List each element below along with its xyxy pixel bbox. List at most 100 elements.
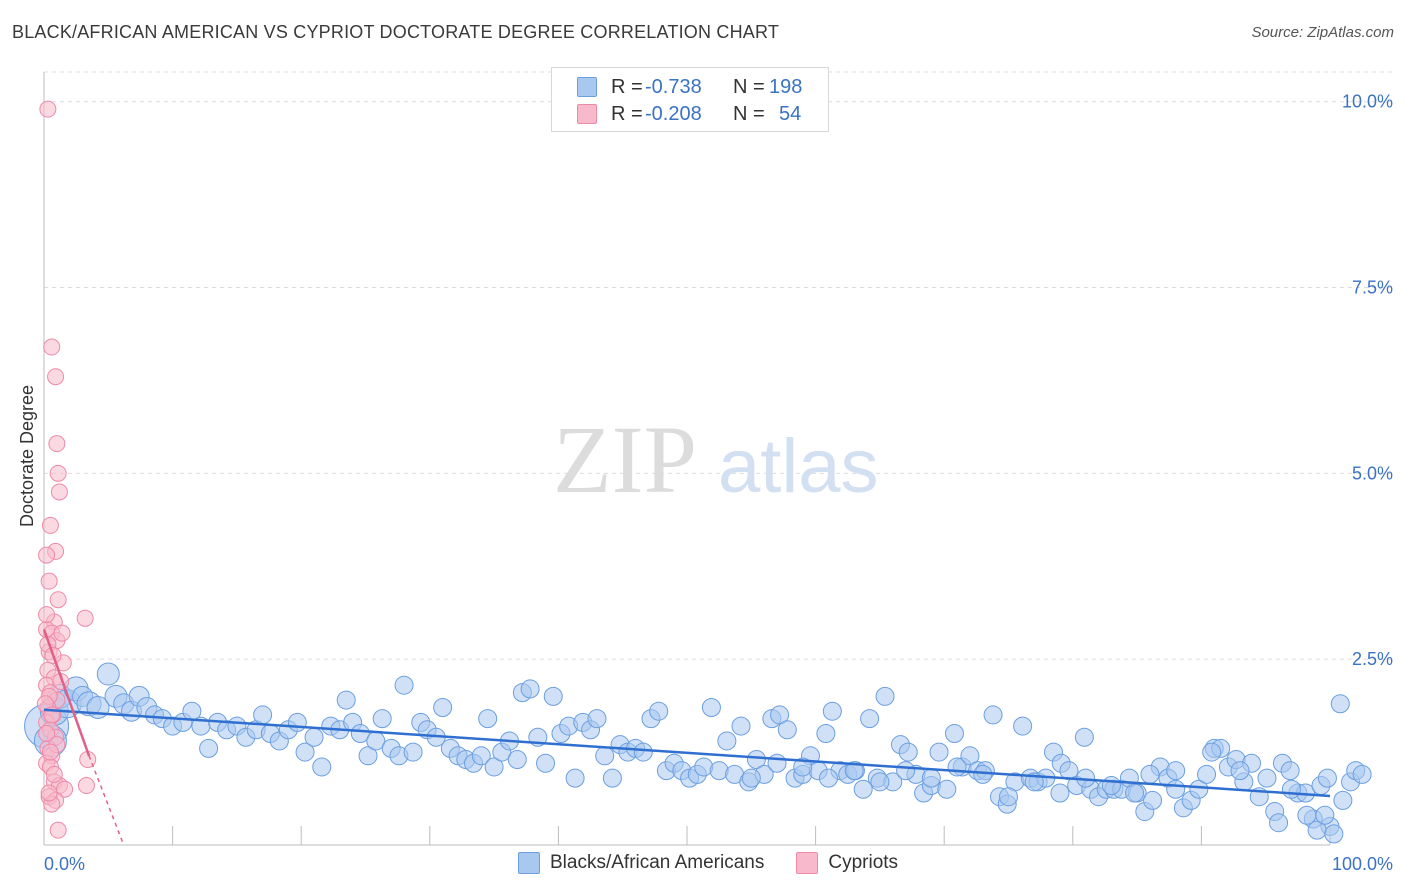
data-point-cypriots bbox=[45, 765, 63, 783]
trend-line-cypriots bbox=[42, 629, 91, 757]
data-point-blacks bbox=[304, 727, 324, 747]
legend-n-label: N = bbox=[733, 75, 765, 98]
legend-r-label: R = bbox=[611, 75, 643, 98]
data-point-blacks bbox=[947, 757, 967, 777]
data-point-cypriots bbox=[53, 624, 71, 642]
y-tick-labels: 2.5% 5.0% 7.5% 10.0% bbox=[1342, 92, 1393, 669]
data-point-blacks bbox=[860, 709, 880, 729]
data-point-cypriots bbox=[41, 516, 59, 534]
data-point-blacks bbox=[896, 761, 916, 781]
data-point-blacks bbox=[633, 742, 653, 762]
y-axis-label: Doctorate Degree bbox=[17, 385, 37, 527]
data-point-blacks bbox=[921, 768, 941, 788]
data-point-blacks bbox=[358, 746, 378, 766]
data-point-blacks bbox=[1324, 824, 1344, 844]
data-point-blacks bbox=[816, 724, 836, 744]
legend-item-cypriots[interactable]: Cypriots bbox=[796, 852, 898, 874]
data-point-blacks bbox=[520, 679, 540, 699]
legend-n-label: N = bbox=[733, 102, 765, 125]
legend-r-label: R = bbox=[611, 102, 643, 125]
data-point-cypriots bbox=[49, 591, 67, 609]
data-point-blacks bbox=[701, 697, 721, 717]
x-tick-label-end: 100.0% bbox=[1332, 854, 1393, 874]
watermark-zip: ZIP bbox=[553, 406, 697, 513]
y-tick-label: 2.5% bbox=[1352, 649, 1393, 669]
data-point-blacks bbox=[1074, 727, 1094, 747]
data-point-cypriots bbox=[49, 464, 67, 482]
data-point-blacks bbox=[999, 787, 1018, 807]
data-point-blacks bbox=[818, 768, 838, 788]
trend-line-cypriots-extension bbox=[88, 755, 125, 846]
data-point-blacks bbox=[1257, 768, 1277, 788]
data-point-blacks bbox=[471, 746, 491, 766]
data-point-blacks bbox=[1333, 790, 1353, 810]
data-point-blacks bbox=[1330, 694, 1350, 714]
data-point-blacks bbox=[746, 750, 766, 770]
chart-title: BLACK/AFRICAN AMERICAN VS CYPRIOT DOCTOR… bbox=[12, 22, 780, 42]
data-point-blacks bbox=[1315, 805, 1335, 825]
data-point-blacks bbox=[1230, 761, 1250, 781]
data-point-blacks bbox=[1101, 776, 1121, 796]
data-point-blacks bbox=[602, 768, 622, 788]
legend-swatch-blacks bbox=[518, 852, 540, 874]
legend-swatch-cypriots bbox=[796, 852, 819, 874]
data-point-blacks bbox=[973, 764, 993, 784]
data-point-cypriots bbox=[38, 725, 56, 743]
data-point-blacks bbox=[1269, 813, 1289, 833]
data-point-blacks bbox=[543, 686, 563, 706]
data-point-cypriots bbox=[50, 483, 68, 501]
watermark-atlas: atlas bbox=[718, 424, 879, 509]
data-point-blacks bbox=[1140, 764, 1160, 784]
data-point-blacks bbox=[853, 779, 873, 799]
data-point-blacks bbox=[565, 768, 585, 788]
data-point-cypriots bbox=[39, 100, 57, 118]
data-point-blacks bbox=[312, 757, 332, 777]
data-point-blacks bbox=[372, 709, 392, 729]
data-point-blacks bbox=[870, 772, 890, 792]
legend-row-blacks: R = -0.738 N = 198 bbox=[577, 75, 802, 99]
data-point-blacks bbox=[1202, 742, 1222, 762]
data-point-blacks bbox=[741, 768, 761, 788]
y-tick-label: 10.0% bbox=[1342, 92, 1393, 112]
data-point-blacks bbox=[295, 742, 315, 762]
data-point-blacks bbox=[96, 662, 120, 686]
data-point-blacks bbox=[944, 724, 964, 744]
data-point-blacks bbox=[770, 705, 790, 725]
data-point-blacks bbox=[507, 750, 527, 770]
x-tick-labels: 0.0% 100.0% bbox=[44, 854, 1393, 874]
data-point-blacks bbox=[287, 712, 307, 732]
data-point-blacks bbox=[983, 705, 1003, 725]
data-point-cypriots bbox=[38, 546, 56, 564]
x-tick-label-start: 0.0% bbox=[44, 854, 85, 874]
data-point-blacks bbox=[1317, 768, 1337, 788]
grid bbox=[44, 71, 1392, 660]
legend-item-blacks[interactable]: Blacks/African Americans bbox=[518, 852, 764, 874]
data-point-blacks bbox=[649, 701, 669, 721]
data-point-blacks bbox=[433, 697, 453, 717]
data-point-blacks bbox=[898, 742, 918, 762]
data-point-blacks bbox=[777, 720, 797, 740]
data-point-blacks bbox=[960, 746, 980, 766]
source-label: Source: ZipAtlas.com bbox=[1251, 24, 1394, 41]
data-point-blacks bbox=[1013, 716, 1033, 736]
data-point-blacks bbox=[1050, 783, 1070, 803]
legend-r-value: -0.738 bbox=[645, 75, 702, 98]
series-cypriots-points bbox=[36, 100, 97, 839]
legend-row-cypriots: R = -0.208 N = 54 bbox=[577, 102, 801, 126]
data-point-blacks bbox=[253, 705, 273, 725]
data-point-cypriots bbox=[49, 821, 67, 839]
data-point-blacks bbox=[767, 753, 787, 773]
data-point-blacks bbox=[350, 724, 370, 744]
data-point-blacks bbox=[1197, 764, 1217, 784]
data-point-blacks bbox=[844, 761, 864, 781]
data-point-blacks bbox=[595, 746, 615, 766]
y-tick-label: 5.0% bbox=[1352, 463, 1393, 483]
legend-swatch-blacks bbox=[577, 77, 597, 97]
data-point-blacks bbox=[717, 731, 737, 751]
data-point-blacks bbox=[587, 709, 607, 729]
data-point-blacks bbox=[403, 742, 423, 762]
data-point-blacks bbox=[1143, 790, 1163, 810]
data-point-cypriots bbox=[40, 784, 58, 802]
data-point-blacks bbox=[1166, 761, 1186, 781]
